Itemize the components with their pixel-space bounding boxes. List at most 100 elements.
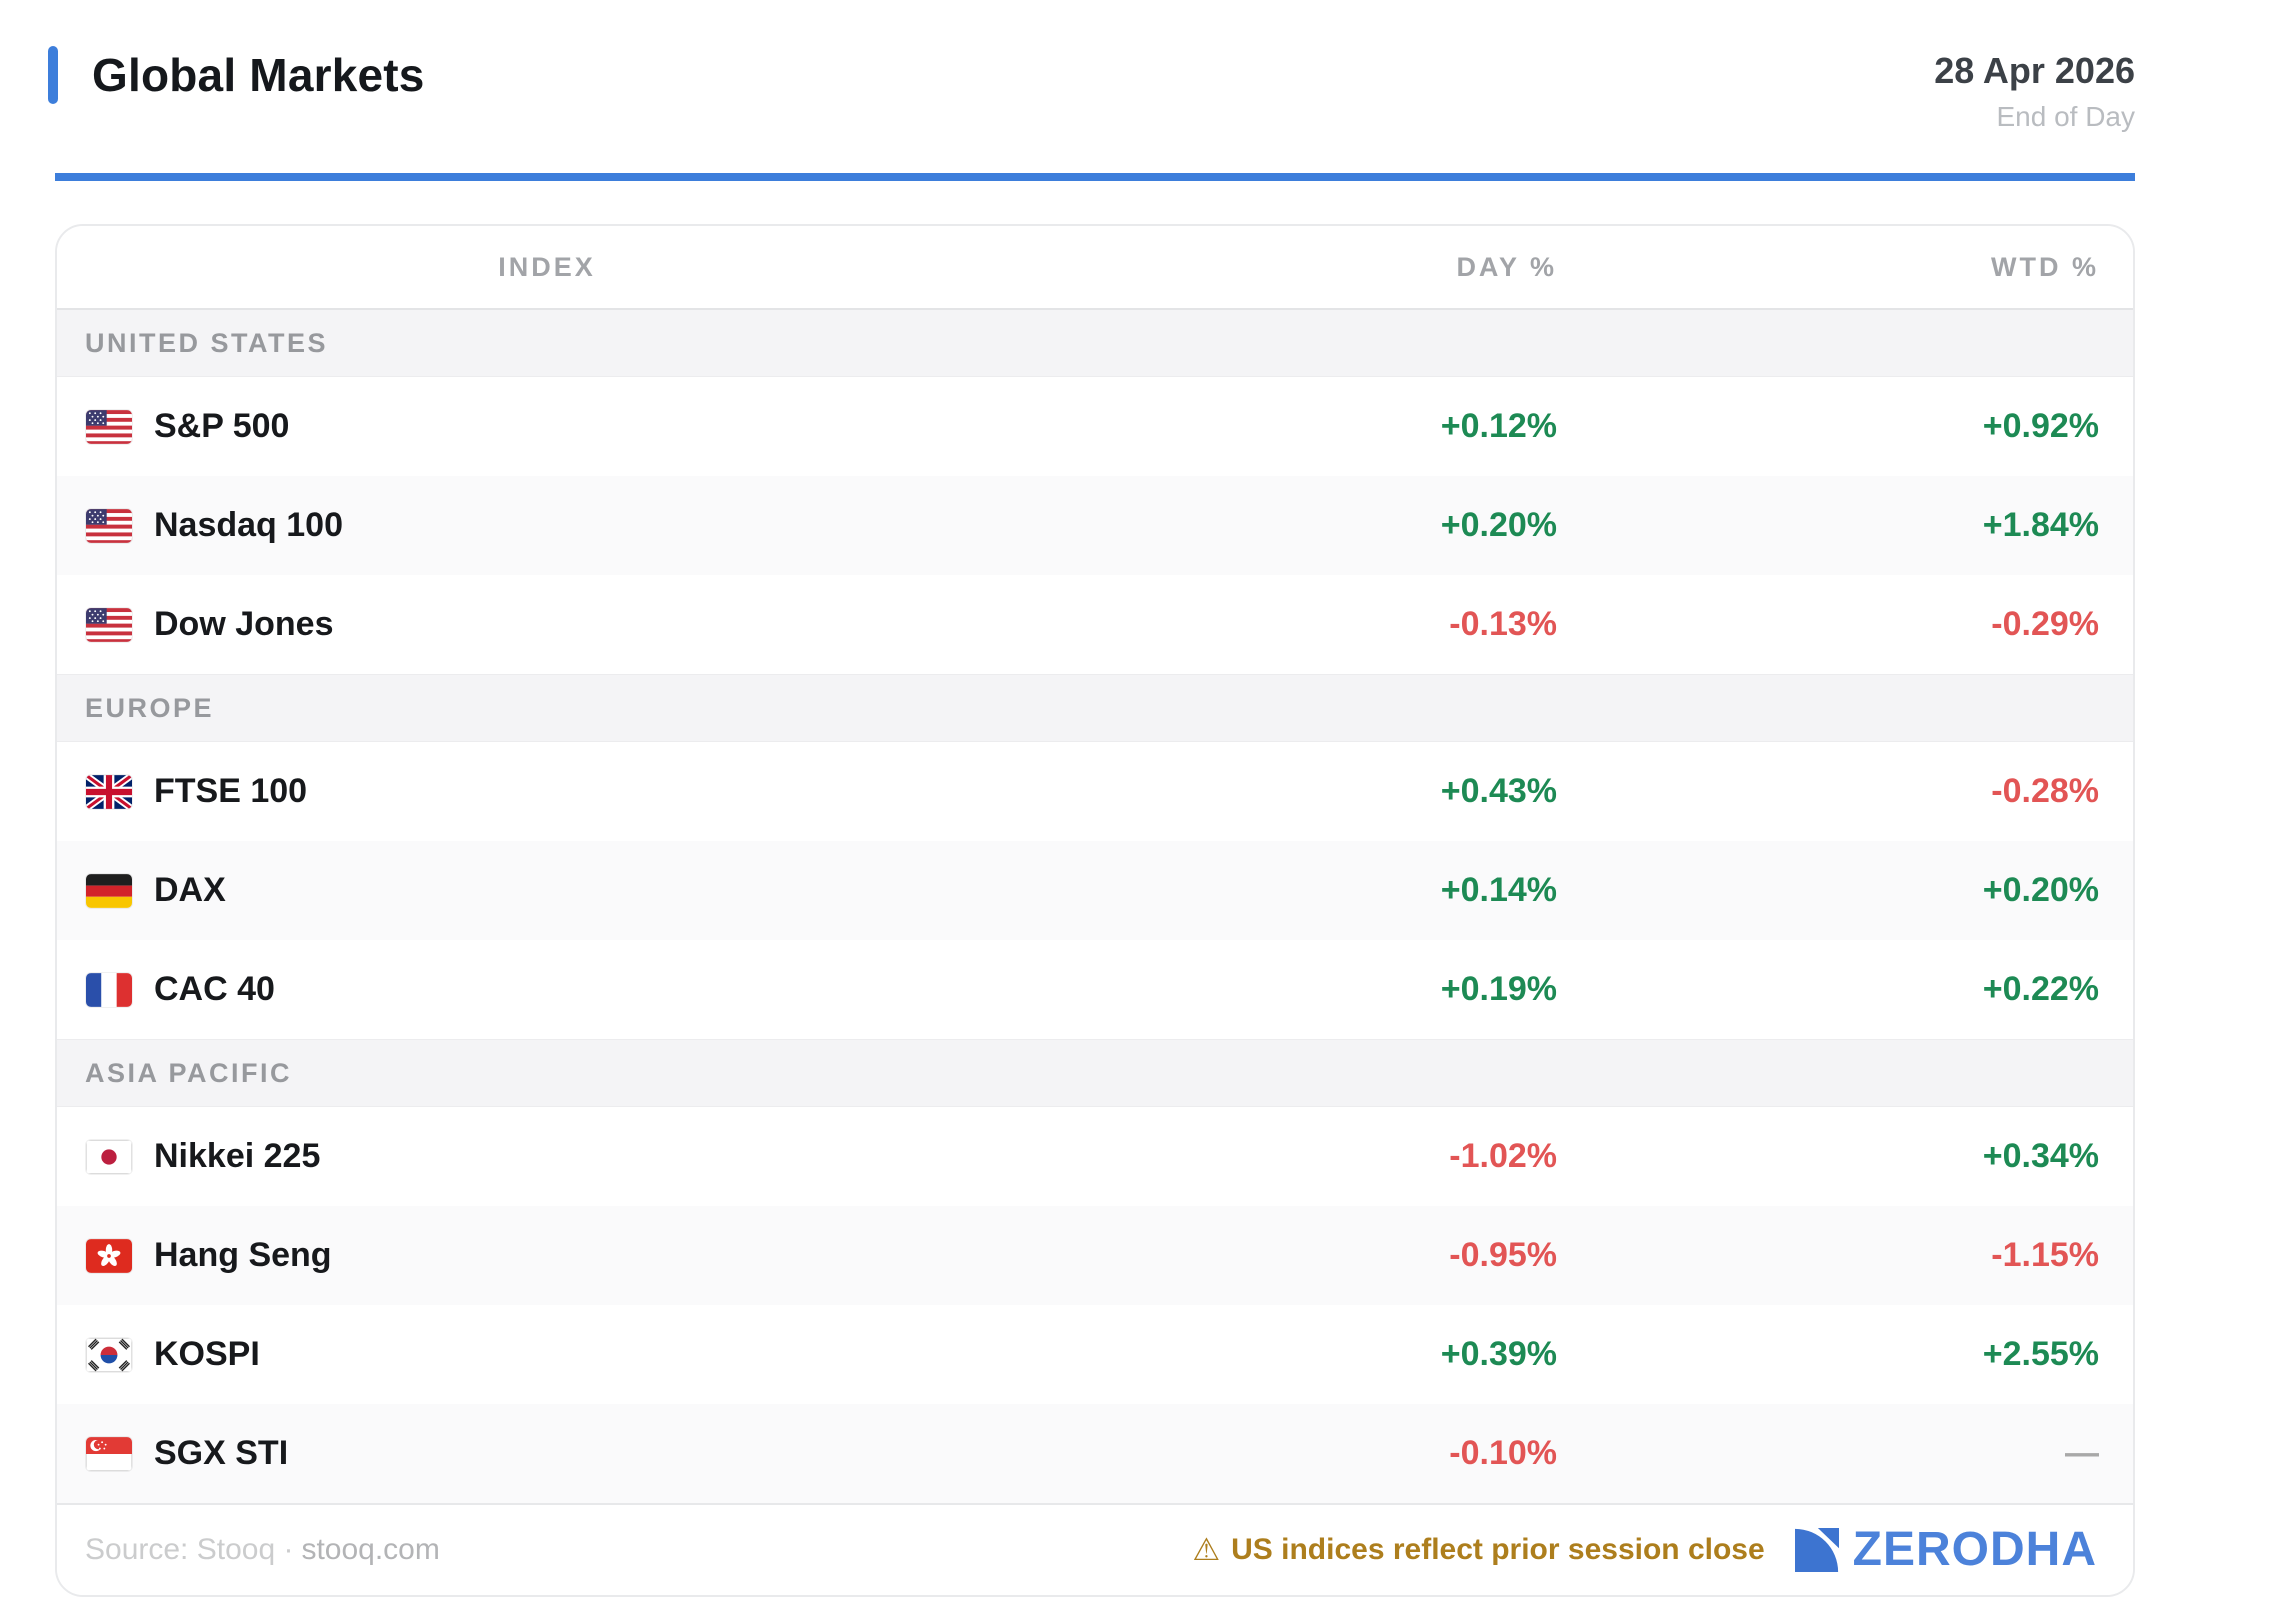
section-label: UNITED STATES [57,308,2133,377]
wtd-cell: +0.92% [1597,377,2133,477]
table-row: Hang Seng -0.95% -1.15% [57,1206,2133,1305]
warning-text: US indices reflect prior session close [1231,1533,1765,1566]
day-change-value: -0.95% [1449,1236,1557,1274]
table-row: Dow Jones -0.13% -0.29% [57,575,2133,675]
table-row: Nikkei 225 -1.02% +0.34% [57,1106,2133,1207]
day-change-value: +0.43% [1440,772,1557,810]
zerodha-wordmark: ZERODHA [1852,1523,2097,1576]
day-cell: +0.14% [1037,841,1597,940]
section-header-row: EUROPE [57,674,2133,742]
markets-card: INDEX DAY % WTD % UNITED STATES S&P 500 … [55,224,2135,1597]
kr-flag-icon [86,1337,132,1372]
index-name: CAC 40 [154,970,275,1008]
index-name: FTSE 100 [154,772,308,810]
index-name: Nikkei 225 [154,1137,321,1175]
warning-icon: ⚠ [1192,1531,1221,1568]
gb-flag-icon [86,774,132,809]
day-change-value: +0.14% [1440,871,1557,909]
wtd-change-value: +0.20% [1982,871,2099,909]
index-cell: KOSPI [57,1305,1037,1404]
source-text: Source: Stooq · stooq.com [85,1533,440,1567]
index-cell: Nasdaq 100 [57,476,1037,575]
day-cell: -0.10% [1037,1404,1597,1503]
us-flag-icon [86,508,132,543]
index-cell: FTSE 100 [57,742,1037,842]
us-flag-icon [86,607,132,642]
day-change-value: +0.19% [1440,970,1557,1008]
wtd-cell: +0.22% [1597,940,2133,1040]
table-row: S&P 500 +0.12% +0.92% [57,376,2133,477]
source-link[interactable]: stooq.com [301,1533,440,1566]
footer-right: ⚠ US indices reflect prior session close… [1192,1526,2097,1574]
title-block: Global Markets [48,46,425,104]
table-row: CAC 40 +0.19% +0.22% [57,940,2133,1040]
index-name: DAX [154,871,226,909]
index-name: S&P 500 [154,407,290,445]
markets-table: INDEX DAY % WTD % UNITED STATES S&P 500 … [57,226,2133,1503]
day-change-value: +0.39% [1440,1335,1557,1373]
sg-flag-icon [86,1436,132,1471]
day-cell: +0.20% [1037,476,1597,575]
day-cell: +0.19% [1037,940,1597,1040]
wtd-cell: -0.28% [1597,742,2133,842]
index-cell: CAC 40 [57,940,1037,1040]
wtd-cell: +0.34% [1597,1107,2133,1207]
zerodha-kite-icon [1794,1528,1839,1572]
us-indices-warning: ⚠ US indices reflect prior session close [1192,1533,1764,1567]
index-cell: Dow Jones [57,575,1037,675]
day-change-value: -0.13% [1449,605,1557,643]
table-row: FTSE 100 +0.43% -0.28% [57,741,2133,842]
index-cell: Hang Seng [57,1206,1037,1305]
page-title: Global Markets [92,49,425,101]
wtd-change-value: +2.55% [1982,1335,2099,1373]
wtd-cell: +0.20% [1597,841,2133,940]
zerodha-logo: ZERODHA [1794,1523,2097,1576]
day-column-header: DAY % [1037,226,1597,310]
day-cell: +0.43% [1037,742,1597,842]
market-table-body: UNITED STATES S&P 500 +0.12% +0.92% Nasd… [57,308,2133,1503]
report-subtitle: End of Day [1996,101,2135,132]
page-header: Global Markets 28 Apr 2026 End of Day [48,0,2135,133]
index-name: SGX STI [154,1434,289,1472]
wtd-cell: +2.55% [1597,1305,2133,1404]
section-header-row: UNITED STATES [57,308,2133,377]
wtd-change-value: +0.22% [1982,970,2099,1008]
day-cell: +0.39% [1037,1305,1597,1404]
day-change-value: +0.20% [1440,506,1557,544]
accent-bar [48,46,58,104]
wtd-change-value: — [2065,1434,2099,1472]
jp-flag-icon [86,1139,132,1174]
index-cell: DAX [57,841,1037,940]
wtd-cell: +1.84% [1597,476,2133,575]
card-footer: Source: Stooq · stooq.com ⚠ US indices re… [57,1503,2133,1595]
wtd-column-header: WTD % [1597,226,2133,310]
report-date: 28 Apr 2026 [1934,50,2135,91]
wtd-change-value: -0.28% [1991,772,2099,810]
fr-flag-icon [86,972,132,1007]
day-cell: -1.02% [1037,1107,1597,1207]
hk-flag-icon [86,1238,132,1273]
source-prefix: Source: Stooq · [85,1533,294,1566]
table-row: Nasdaq 100 +0.20% +1.84% [57,476,2133,575]
day-change-value: -1.02% [1449,1137,1557,1175]
index-cell: Nikkei 225 [57,1107,1037,1207]
day-change-value: -0.10% [1449,1434,1557,1472]
index-name: Dow Jones [154,605,334,643]
table-row: KOSPI +0.39% +2.55% [57,1305,2133,1404]
wtd-change-value: -0.29% [1991,605,2099,643]
index-name: Nasdaq 100 [154,506,343,544]
wtd-cell: -1.15% [1597,1206,2133,1305]
table-row: SGX STI -0.10% — [57,1404,2133,1503]
date-block: 28 Apr 2026 End of Day [1934,46,2135,133]
index-cell: S&P 500 [57,377,1037,477]
index-name: KOSPI [154,1335,260,1373]
global-markets-page: Global Markets 28 Apr 2026 End of Day IN… [48,0,2135,1597]
wtd-change-value: +1.84% [1982,506,2099,544]
de-flag-icon [86,873,132,908]
index-column-header: INDEX [57,226,1037,310]
wtd-change-value: +0.34% [1982,1137,2099,1175]
day-change-value: +0.12% [1440,407,1557,445]
us-flag-icon [86,409,132,444]
wtd-change-value: -1.15% [1991,1236,2099,1274]
table-header-row: INDEX DAY % WTD % [57,226,2133,310]
